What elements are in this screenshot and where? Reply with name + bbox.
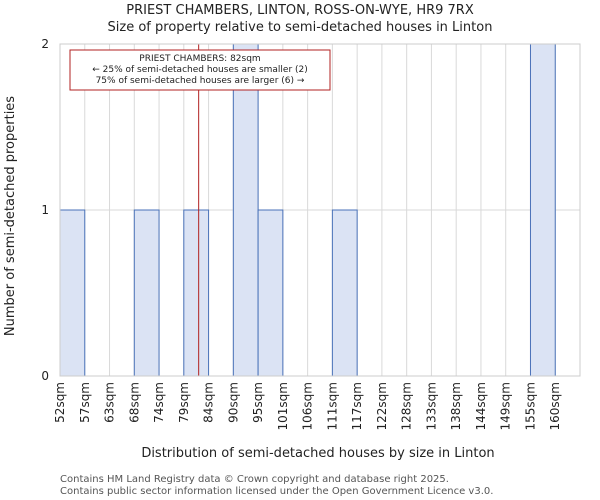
x-tick-label: 95sqm [251, 382, 265, 423]
x-tick-label: 52sqm [53, 382, 67, 423]
x-tick-label: 68sqm [127, 382, 141, 423]
annotation-line-1: PRIEST CHAMBERS: 82sqm [139, 54, 260, 64]
x-tick-label: 122sqm [375, 382, 389, 430]
x-ticks: 52sqm 57sqm 63sqm 68sqm 74sqm 79sqm 84sqm 90sqm… [53, 382, 562, 430]
x-tick-label: 106sqm [301, 382, 315, 430]
x-tick-label: 101sqm [276, 382, 290, 430]
x-tick-label: 90sqm [226, 382, 240, 423]
x-tick-label: 117sqm [350, 382, 364, 430]
x-tick-label: 79sqm [177, 382, 191, 423]
annotation-box: PRIEST CHAMBERS: 82sqm ← 25% of semi-det… [69, 49, 331, 91]
plot-frame [59, 43, 581, 377]
bar-79sqm [183, 209, 210, 377]
chart-subtitle: Size of property relative to semi-detach… [108, 20, 493, 35]
footer-line-2: Contains public sector information licen… [60, 486, 493, 497]
y-ticks: 0 1 2 [41, 37, 49, 383]
bar-95sqm [257, 209, 284, 377]
x-tick-label: 149sqm [499, 382, 513, 430]
bar-90sqm [232, 43, 259, 377]
annotation-frame [69, 49, 331, 91]
x-tick-label: 111sqm [325, 382, 339, 430]
y-tick-label: 1 [41, 203, 49, 217]
y-tick-label: 0 [41, 369, 49, 383]
x-tick-label: 144sqm [474, 382, 488, 430]
bar-111sqm [331, 209, 358, 377]
annotation-line-3: 75% of semi-detached houses are larger (… [96, 76, 305, 86]
y-tick-label: 2 [41, 37, 49, 51]
x-tick-label: 57sqm [78, 382, 92, 423]
x-axis-label: Distribution of semi-detached houses by … [141, 446, 494, 461]
bar-52sqm [59, 209, 86, 377]
x-tick-label: 128sqm [400, 382, 414, 430]
annotation-line-2: ← 25% of semi-detached houses are smalle… [92, 65, 308, 75]
chart-title: PRIEST CHAMBERS, LINTON, ROSS-ON-WYE, HR… [126, 3, 474, 18]
y-axis-label: Number of semi-detached properties [3, 96, 18, 336]
x-tick-label: 155sqm [523, 382, 537, 430]
x-tick-label: 133sqm [424, 382, 438, 430]
x-tick-label: 138sqm [449, 382, 463, 430]
x-tick-label: 74sqm [152, 382, 166, 423]
x-tick-label: 84sqm [202, 382, 216, 423]
x-tick-label: 160sqm [548, 382, 562, 430]
bar-68sqm [133, 209, 160, 377]
footer-line-1: Contains HM Land Registry data © Crown c… [60, 474, 449, 485]
bar-155sqm [529, 43, 556, 377]
bars [59, 43, 556, 377]
x-tick-label: 63sqm [103, 382, 117, 423]
